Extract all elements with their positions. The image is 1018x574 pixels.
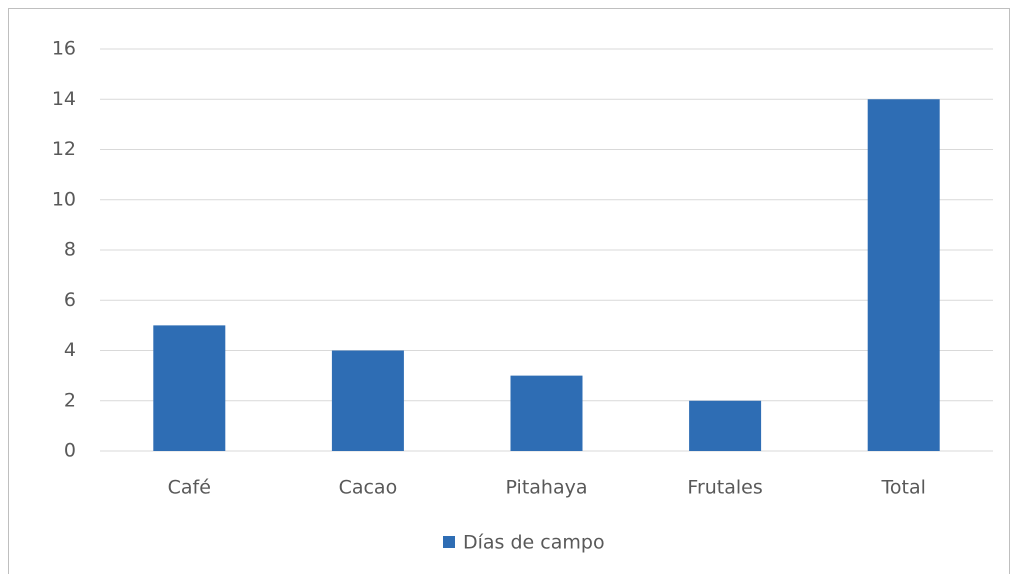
y-tick-label: 12 (52, 138, 76, 160)
legend-label: Días de campo (463, 532, 605, 554)
chart-border (8, 8, 1010, 574)
x-tick-label: Frutales (687, 477, 762, 499)
y-tick-label: 14 (52, 88, 76, 110)
x-tick-label: Cacao (339, 477, 398, 499)
y-tick-label: 10 (52, 188, 76, 210)
y-tick-label: 0 (64, 440, 76, 462)
bar (153, 325, 226, 451)
bar (867, 99, 940, 451)
bar (510, 375, 583, 451)
bar (689, 400, 762, 451)
y-tick-label: 2 (64, 389, 76, 411)
x-tick-label: Pitahaya (506, 477, 588, 499)
x-tick-label: Total (881, 477, 926, 499)
bar (331, 350, 404, 451)
x-tick-label: Café (168, 477, 211, 499)
y-tick-label: 6 (64, 289, 76, 311)
y-tick-label: 8 (64, 239, 76, 261)
y-tick-label: 4 (64, 339, 76, 361)
y-tick-label: 16 (52, 38, 76, 60)
legend-swatch (443, 536, 455, 548)
